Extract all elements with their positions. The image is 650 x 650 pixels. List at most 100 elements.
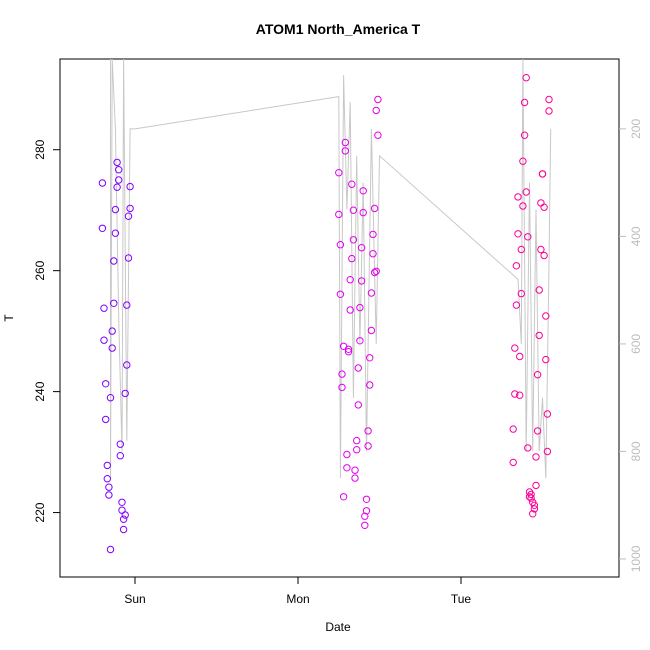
data-point [520, 131, 529, 139]
data-point [369, 230, 377, 239]
data-point [514, 230, 522, 238]
data-point [517, 245, 525, 254]
data-point [341, 147, 349, 155]
data-point [374, 95, 382, 104]
data-point [522, 74, 530, 82]
data-point [123, 361, 131, 369]
data-point [115, 176, 123, 184]
data-point [105, 491, 113, 499]
data-point [98, 179, 107, 187]
data-point [119, 525, 128, 534]
data-point [357, 277, 366, 285]
data-point [116, 440, 125, 448]
data-point [522, 188, 530, 196]
data-point [354, 364, 362, 372]
plot-frame [59, 58, 620, 578]
y-tick-label: 260 [33, 260, 47, 280]
data-point [103, 475, 112, 483]
data-point [357, 244, 366, 252]
data-point [535, 286, 543, 294]
data-point [338, 370, 346, 378]
data-point [511, 390, 519, 398]
data-point [113, 183, 121, 191]
data-point [346, 276, 354, 284]
data-point [343, 450, 351, 459]
x-tick-label: Sun [124, 592, 145, 606]
data-point [336, 290, 345, 298]
data-point [359, 187, 367, 195]
data-point [111, 229, 120, 237]
data-point [517, 289, 525, 298]
data-point [123, 301, 131, 309]
y-right-tick-label: 400 [629, 226, 643, 246]
data-point [537, 199, 545, 207]
points-layer [98, 74, 553, 554]
y-right-tick-label: 600 [629, 334, 643, 354]
data-point [351, 474, 359, 482]
data-point [336, 241, 345, 249]
axes: Sun Mon Tue 220 240 260 280 200 400 600 800 1000 [33, 119, 643, 606]
data-point [532, 481, 540, 490]
data-point [537, 245, 545, 254]
data-point [118, 498, 126, 506]
data-point [516, 352, 524, 361]
data-point [119, 515, 128, 523]
data-point [370, 268, 379, 277]
x-tick-label: Mon [286, 592, 309, 606]
data-point [366, 381, 374, 389]
pressure-line [110, 58, 552, 479]
data-point [359, 208, 367, 217]
data-point [349, 206, 358, 214]
data-point [516, 391, 524, 399]
data-point [344, 348, 353, 356]
data-point [106, 545, 115, 554]
data-point [121, 389, 129, 398]
data-point [509, 458, 517, 467]
x-axis-label: Date [325, 620, 351, 634]
data-point [351, 466, 359, 474]
data-point [530, 501, 539, 509]
data-point [374, 131, 382, 139]
data-point [527, 490, 535, 499]
data-point [105, 483, 113, 491]
data-point [367, 326, 376, 335]
y-right-tick-label: 200 [629, 119, 643, 139]
data-point [110, 257, 118, 265]
data-point [108, 327, 116, 335]
data-point [533, 427, 542, 435]
data-point [110, 299, 118, 307]
data-point [116, 452, 125, 460]
data-point [511, 344, 519, 352]
y-tick-label: 220 [33, 502, 47, 522]
data-point [512, 301, 521, 309]
data-point [356, 303, 364, 312]
data-point [335, 210, 343, 219]
data-point [344, 345, 353, 353]
data-point [362, 495, 371, 503]
x-tick-label: Tue [451, 592, 472, 606]
data-point [100, 336, 108, 344]
data-point [335, 169, 343, 177]
data-point [98, 224, 107, 233]
data-point [106, 394, 115, 402]
data-point [108, 344, 116, 352]
y-axis-label: T [2, 314, 16, 322]
data-point [346, 306, 354, 314]
chart-title: ATOM1 North_America T [256, 21, 421, 37]
data-point [372, 106, 380, 115]
data-point [338, 383, 346, 392]
data-point [113, 158, 121, 167]
data-point [543, 410, 552, 418]
data-point [111, 205, 120, 214]
y-tick-label: 280 [33, 139, 47, 159]
data-point [509, 425, 517, 433]
data-point [535, 331, 543, 340]
data-point [524, 444, 532, 452]
y-tick-label: 240 [33, 381, 47, 401]
data-point [370, 204, 379, 213]
data-point [372, 267, 380, 275]
data-point [353, 446, 361, 454]
data-point [124, 254, 133, 262]
data-point [538, 170, 547, 178]
data-point [341, 138, 349, 147]
